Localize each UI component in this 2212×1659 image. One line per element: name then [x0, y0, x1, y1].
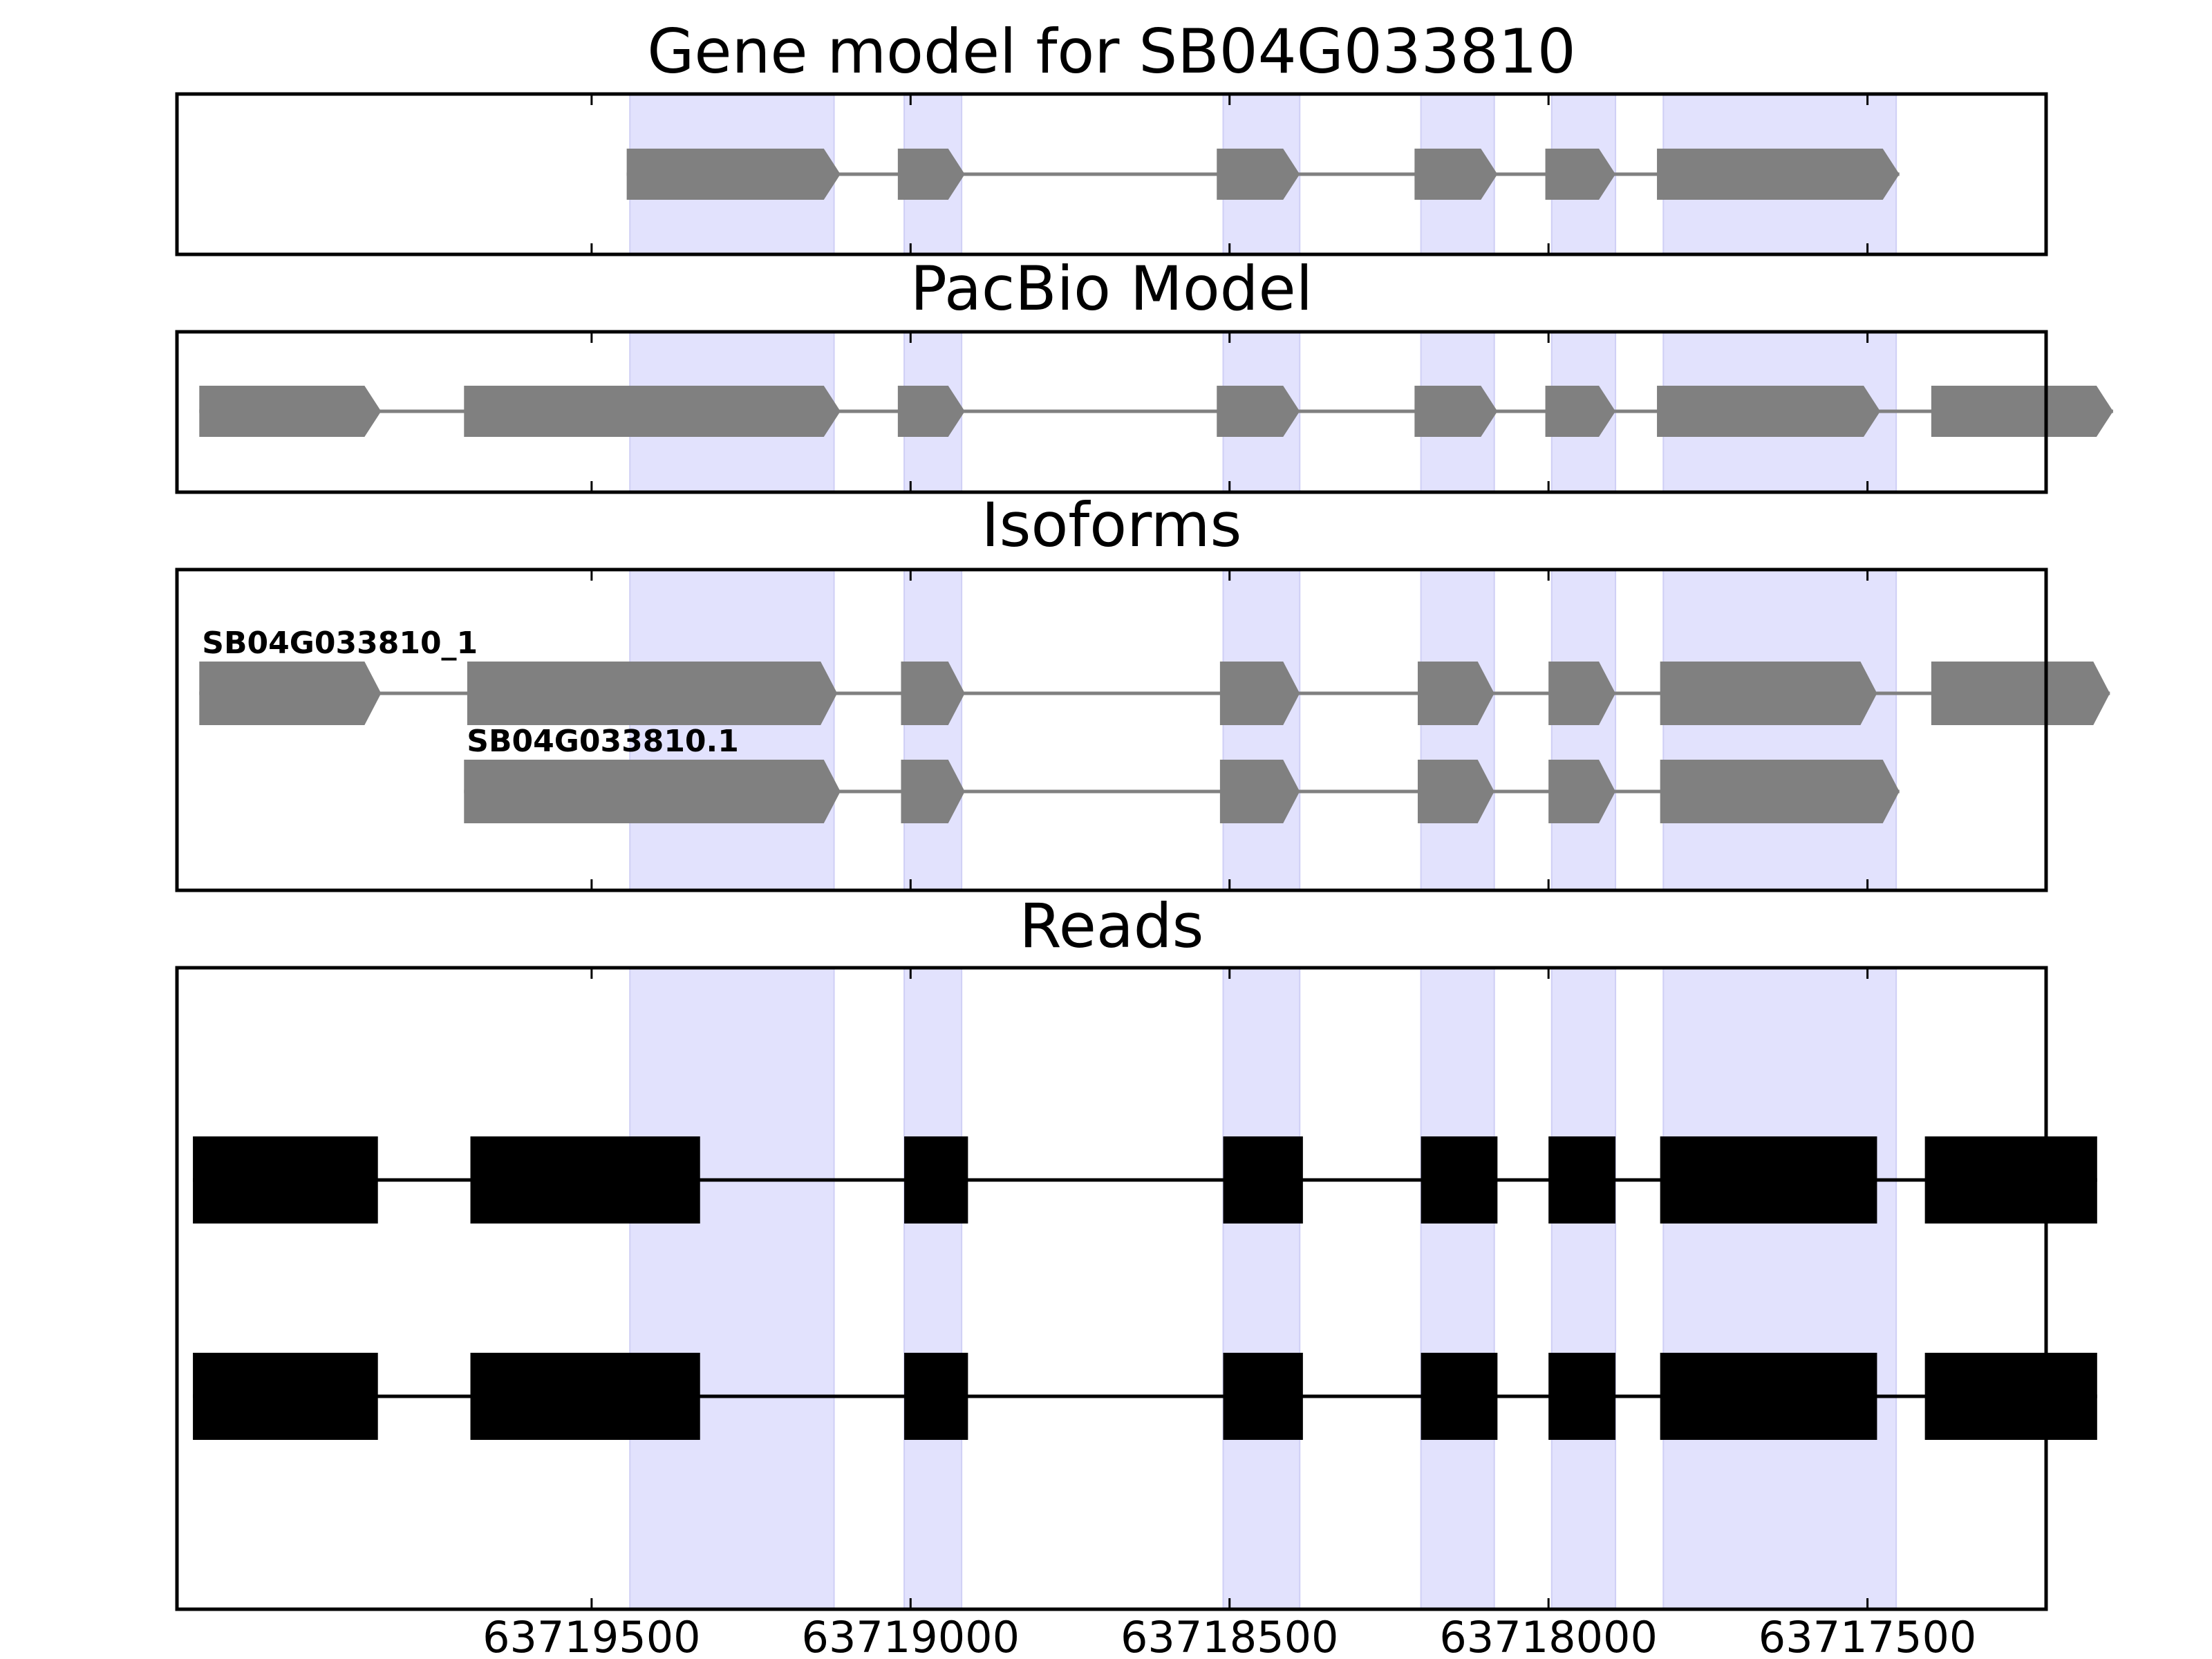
- x-tick-label: 63718000: [1439, 1612, 1658, 1659]
- highlight-band: [1222, 967, 1301, 1610]
- exon-arrow: [897, 386, 965, 437]
- exon-arrow: [199, 386, 382, 437]
- read-exon-block: [1660, 1136, 1877, 1224]
- exon-arrow: [1414, 149, 1498, 200]
- exon-arrow: [626, 149, 841, 200]
- panel-title: PacBio Model: [910, 253, 1313, 324]
- exon-arrow: [1660, 760, 1900, 823]
- exon-arrow: [1417, 760, 1494, 823]
- x-tick-label: 63717500: [1759, 1612, 1977, 1659]
- highlight-band: [903, 967, 963, 1610]
- read-exon-block: [470, 1136, 700, 1224]
- highlight-band: [1222, 569, 1301, 891]
- highlight-band: [629, 569, 835, 891]
- exon-arrow: [1414, 386, 1498, 437]
- highlight-band: [1550, 967, 1617, 1610]
- exon-arrow: [199, 662, 382, 725]
- exon-arrow: [1657, 386, 1881, 437]
- read-exon-block: [1548, 1136, 1616, 1224]
- read-exon-block: [1924, 1136, 2097, 1224]
- read-exon-block: [1660, 1353, 1877, 1440]
- highlight-band: [1662, 569, 1897, 891]
- read-exon-block: [470, 1353, 700, 1440]
- exon-arrow: [1548, 760, 1616, 823]
- exon-arrow: [1219, 760, 1300, 823]
- read-exon-block: [1223, 1353, 1303, 1440]
- panel-frame: [175, 92, 2048, 256]
- read-exon-block: [193, 1136, 378, 1224]
- panel-frame: [175, 966, 2048, 1611]
- highlight-band: [1420, 967, 1495, 1610]
- exon-arrow: [901, 760, 965, 823]
- isoform-label: SB04G033810.1: [467, 724, 739, 759]
- isoform-label: SB04G033810_1: [202, 626, 478, 661]
- exon-arrow: [1660, 662, 1877, 725]
- exon-arrow: [901, 662, 965, 725]
- x-tick-label: 63719500: [482, 1612, 701, 1659]
- read-exon-block: [1421, 1136, 1498, 1224]
- highlight-band: [1550, 569, 1617, 891]
- exon-arrow: [467, 662, 838, 725]
- read-exon-block: [1223, 1136, 1303, 1224]
- exon-arrow: [1545, 149, 1616, 200]
- read-exon-block: [1421, 1353, 1498, 1440]
- read-exon-block: [1548, 1353, 1616, 1440]
- panel-title: Isoforms: [982, 489, 1242, 561]
- exon-arrow: [1657, 149, 1900, 200]
- highlight-band: [903, 569, 963, 891]
- read-exon-block: [904, 1353, 968, 1440]
- panel-frame: [175, 330, 2048, 494]
- exon-arrow: [1217, 386, 1300, 437]
- panel-frame: [175, 568, 2048, 892]
- exon-arrow: [1217, 149, 1300, 200]
- exon-arrow: [1931, 386, 2113, 437]
- x-tick-label: 63718500: [1121, 1612, 1339, 1659]
- highlight-band: [1662, 967, 1897, 1610]
- read-exon-block: [193, 1353, 378, 1440]
- read-exon-block: [904, 1136, 968, 1224]
- panel-title: Gene model for SB04G033810: [647, 16, 1576, 87]
- highlight-band: [1420, 569, 1495, 891]
- exon-arrow: [464, 386, 841, 437]
- x-tick-label: 63719000: [802, 1612, 1020, 1659]
- exon-arrow: [897, 149, 965, 200]
- exon-arrow: [1548, 662, 1616, 725]
- exon-arrow: [464, 760, 841, 823]
- exon-arrow: [1931, 662, 2110, 725]
- panel-title: Reads: [1020, 890, 1204, 962]
- exon-arrow: [1545, 386, 1616, 437]
- exon-arrow: [1417, 662, 1494, 725]
- highlight-band: [629, 967, 835, 1610]
- exon-arrow: [1219, 662, 1300, 725]
- read-exon-block: [1924, 1353, 2097, 1440]
